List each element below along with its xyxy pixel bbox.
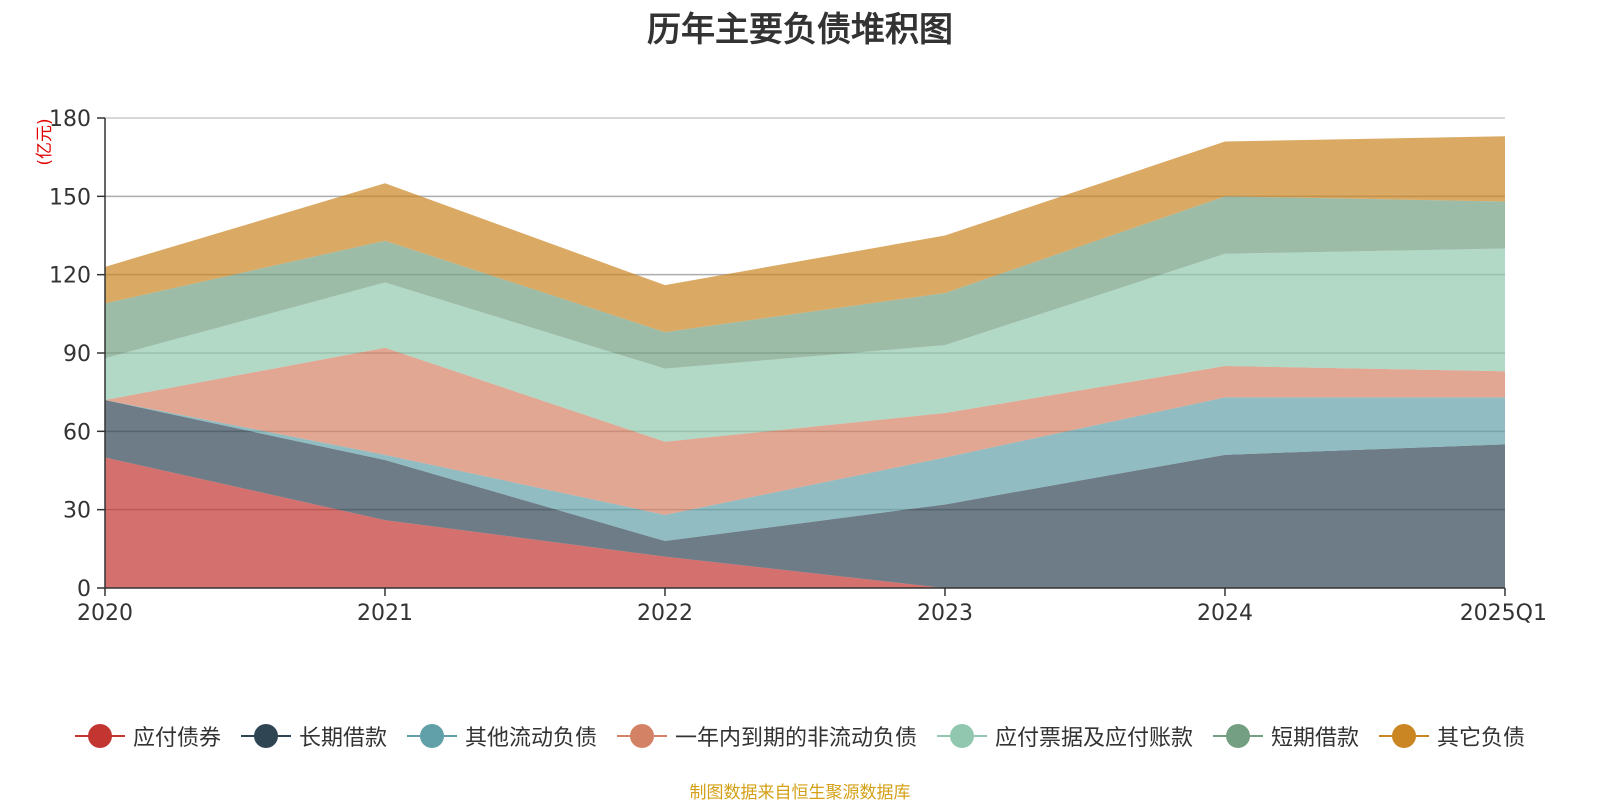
area-series-7 bbox=[105, 136, 1505, 333]
legend-label: 应付债券 bbox=[132, 726, 221, 751]
source-note: 制图数据来自恒生聚源数据库 bbox=[689, 783, 911, 803]
y-axis-unit-label: (亿元) bbox=[35, 118, 55, 165]
area-series-4 bbox=[105, 347, 1505, 515]
y-tick-label: 150 bbox=[49, 185, 91, 210]
x-tick-label: 2024 bbox=[1197, 601, 1253, 626]
axes bbox=[97, 117, 1506, 596]
legend-marker-icon bbox=[937, 724, 987, 748]
legend-marker-icon bbox=[1379, 724, 1430, 748]
legend-item[interactable]: 应付票据及应付账款 bbox=[937, 720, 1193, 752]
legend: 应付债券 长期借款 其他流动负债 一年内到期的非流动负债 应付票据及应付账款 短期借款 其它… bbox=[0, 720, 1600, 752]
legend-marker-icon bbox=[616, 724, 667, 748]
x-tick-label: 2022 bbox=[637, 601, 693, 626]
y-tick-label: 30 bbox=[63, 499, 91, 524]
area-series-1 bbox=[105, 457, 1505, 588]
y-tick-label: 90 bbox=[63, 342, 91, 367]
y-tick-label: 180 bbox=[49, 107, 91, 132]
legend-item[interactable]: 长期借款 bbox=[240, 720, 387, 752]
x-tick-label: 2023 bbox=[917, 601, 973, 626]
area-series-3 bbox=[105, 397, 1505, 541]
x-tick-label: 2021 bbox=[357, 601, 413, 626]
legend-marker-icon bbox=[406, 724, 457, 748]
y-tick-label: 60 bbox=[63, 420, 91, 445]
legend-label: 应付票据及应付账款 bbox=[995, 726, 1194, 751]
legend-marker-icon bbox=[240, 724, 291, 748]
legend-item[interactable]: 短期借款 bbox=[1213, 720, 1359, 752]
area-series-2 bbox=[105, 400, 1505, 588]
legend-item[interactable]: 其它负债 bbox=[1379, 720, 1525, 752]
legend-label: 一年内到期的非流动负债 bbox=[674, 726, 917, 751]
legend-item[interactable]: 一年内到期的非流动负债 bbox=[616, 720, 917, 752]
legend-marker-icon bbox=[1213, 724, 1264, 748]
x-tick-label: 2025Q1 bbox=[1460, 601, 1547, 626]
stacked-areas bbox=[105, 136, 1505, 588]
legend-label: 其他流动负债 bbox=[464, 726, 597, 751]
legend-item[interactable]: 其他流动负债 bbox=[406, 720, 597, 752]
legend-label: 长期借款 bbox=[298, 726, 387, 751]
area-series-6 bbox=[105, 196, 1505, 369]
legend-label: 其它负债 bbox=[1437, 726, 1526, 751]
legend-marker-icon bbox=[74, 724, 125, 748]
area-series-5 bbox=[105, 248, 1505, 442]
axis-labels: 0 30 60 90 120 150 180 2020 2021 2022 2023 2024 2025… bbox=[35, 107, 1547, 626]
x-tick-label: 2020 bbox=[77, 601, 133, 626]
y-tick-label: 120 bbox=[49, 264, 91, 289]
legend-item[interactable]: 应付债券 bbox=[74, 720, 221, 752]
legend-label: 短期借款 bbox=[1271, 726, 1360, 751]
chart-title: 历年主要负债堆积图 bbox=[647, 10, 953, 50]
y-tick-label: 0 bbox=[77, 577, 91, 602]
